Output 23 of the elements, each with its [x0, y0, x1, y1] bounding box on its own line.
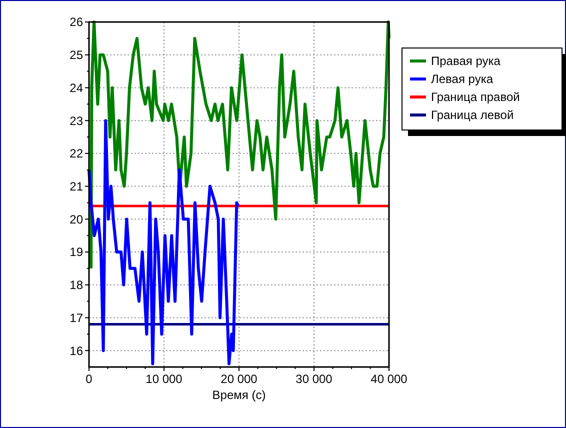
line-series: [90, 20, 390, 270]
legend-label: Граница правой: [431, 90, 520, 104]
y-tick-label: 17: [70, 310, 84, 325]
x-axis-title: Время (с): [212, 388, 266, 402]
legend-label: Левая рука: [431, 72, 494, 86]
legend-label: Граница левой: [431, 108, 514, 122]
y-tick-label: 23: [70, 114, 84, 128]
x-tick-label: 0: [86, 372, 93, 386]
y-tick-label: 26: [70, 15, 84, 30]
y-tick-label: 24: [70, 80, 84, 95]
legend-label: Правая рука: [431, 54, 501, 68]
y-tick-label: 19: [70, 245, 84, 260]
y-tick-label: 16: [70, 344, 84, 358]
y-tick-label: 21: [70, 179, 84, 194]
line-series: [88, 119, 240, 366]
y-tick-label: 18: [70, 278, 84, 292]
x-tick-label: 30 000: [296, 372, 333, 386]
x-tick-label: 10 000: [146, 372, 183, 386]
y-tick-label: 22: [70, 146, 84, 161]
x-tick-label: 40 000: [370, 372, 408, 386]
y-tick-label: 20: [70, 212, 84, 226]
y-tick-label: 25: [70, 48, 84, 62]
x-tick-label: 20 000: [220, 372, 258, 386]
